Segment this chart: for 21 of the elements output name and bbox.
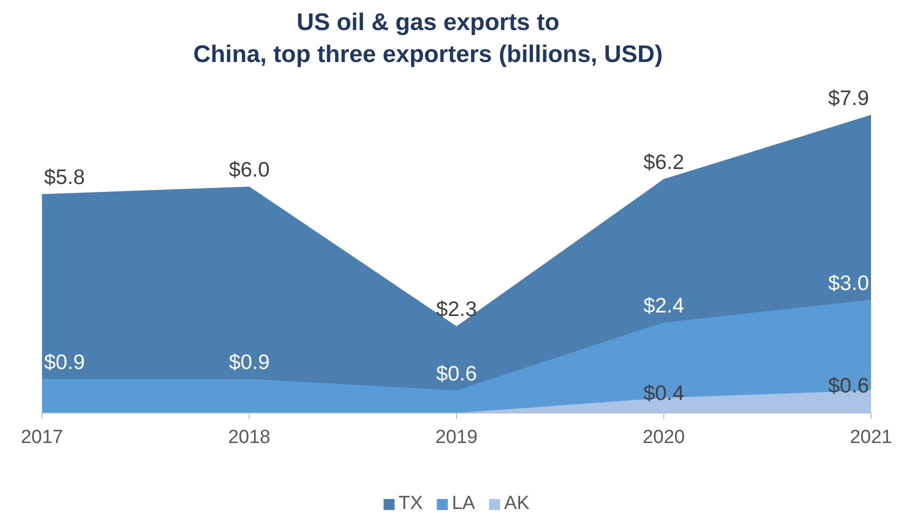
data-label: $0.6 <box>828 374 869 398</box>
data-label: $6.0 <box>228 158 270 182</box>
data-label: $5.8 <box>44 166 85 190</box>
data-label: $0.9 <box>44 351 85 374</box>
data-label: $0.9 <box>228 351 270 374</box>
data-label: $3.0 <box>828 272 869 295</box>
chart-title: US oil & gas exports to China, top three exporters (billions, USD) <box>193 9 663 68</box>
x-tick-label: 2018 <box>228 426 270 448</box>
data-label: $2.3 <box>436 298 477 322</box>
legend-label: LA <box>452 493 476 513</box>
x-tick-label: 2019 <box>435 426 478 448</box>
x-tick-label: 2017 <box>20 426 64 448</box>
data-label: $6.2 <box>643 151 684 174</box>
data-label: $7.9 <box>828 86 869 110</box>
data-label: $0.6 <box>436 362 477 386</box>
x-tick-label: 2020 <box>642 426 685 448</box>
legend-label: AK <box>504 493 530 513</box>
legend-label: TX <box>398 493 424 513</box>
x-tick-label: 2021 <box>850 426 892 448</box>
data-label: $2.4 <box>643 294 685 318</box>
data-label: $0.4 <box>643 382 685 405</box>
